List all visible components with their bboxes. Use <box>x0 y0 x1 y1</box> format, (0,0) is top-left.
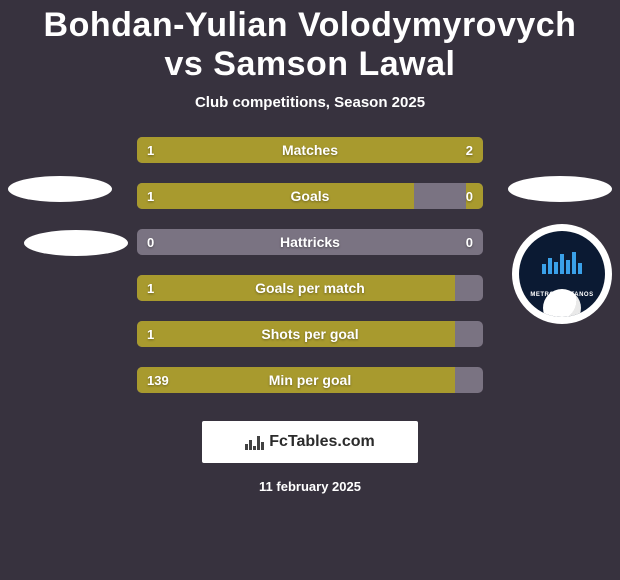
stat-row: 1Shots per goal <box>137 321 483 347</box>
stat-row: 139Min per goal <box>137 367 483 393</box>
stat-label: Goals per match <box>137 275 483 301</box>
stat-label: Goals <box>137 183 483 209</box>
stat-row: 1Goals per match <box>137 275 483 301</box>
soccer-ball-icon <box>543 289 581 317</box>
stat-label: Hattricks <box>137 229 483 255</box>
stat-rows: 12Matches 10Goals 00Hattricks 1Goals per ma… <box>137 137 483 393</box>
club-logo-inner: METROPOLITANOS <box>519 231 605 317</box>
stat-label: Min per goal <box>137 367 483 393</box>
watermark-badge: FcTables.com <box>202 421 418 463</box>
player-right-oval <box>508 176 612 202</box>
skyline-icon <box>536 241 588 274</box>
date-label: 11 february 2025 <box>0 479 620 494</box>
stat-row: 12Matches <box>137 137 483 163</box>
season-subtitle: Club competitions, Season 2025 <box>0 94 620 111</box>
stat-row: 00Hattricks <box>137 229 483 255</box>
stat-label: Shots per goal <box>137 321 483 347</box>
club-logo-metropolitanos: METROPOLITANOS <box>512 224 612 324</box>
player-left-oval <box>24 230 128 256</box>
watermark-text: FcTables.com <box>269 433 375 451</box>
bar-chart-icon <box>245 434 263 450</box>
stat-label: Matches <box>137 137 483 163</box>
player-left-oval <box>8 176 112 202</box>
page-title: Bohdan-Yulian Volodymyrovych vs Samson L… <box>0 0 620 84</box>
stat-row: 10Goals <box>137 183 483 209</box>
